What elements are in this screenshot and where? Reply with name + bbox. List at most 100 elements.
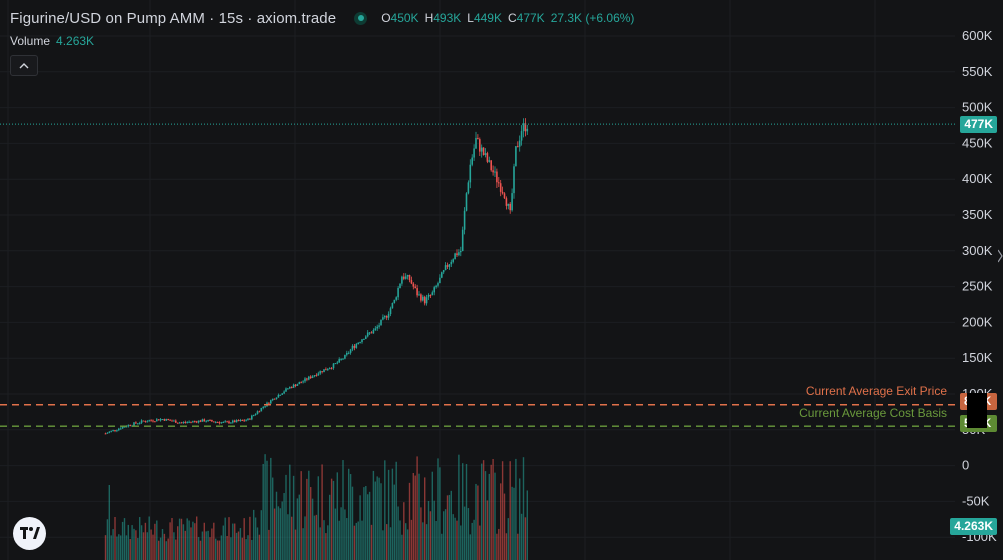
volume-bar <box>378 477 380 560</box>
candle-body <box>268 402 270 404</box>
candle-body <box>441 272 443 278</box>
volume-bar <box>294 529 297 560</box>
volume-bar <box>139 517 141 560</box>
volume-bar <box>266 460 268 560</box>
volume-bar <box>226 535 228 560</box>
candle-body <box>260 407 263 412</box>
candle-body <box>384 315 386 318</box>
tradingview-logo[interactable] <box>13 517 46 550</box>
volume-bar <box>372 470 375 560</box>
price-lines <box>0 123 955 427</box>
volume-bar <box>517 533 519 560</box>
candle-body <box>104 433 107 435</box>
volume-bar <box>140 525 143 560</box>
volume-bar <box>475 483 477 560</box>
candle-body <box>368 332 371 334</box>
candle-body <box>416 288 418 296</box>
volume-bar <box>431 471 433 560</box>
price-axis-tick: 450K <box>962 135 993 150</box>
chevron-up-icon <box>19 63 29 69</box>
candle-body <box>372 330 375 334</box>
candle-body <box>220 422 223 424</box>
volume-bar <box>448 494 451 560</box>
volume-bar <box>165 541 167 560</box>
volume-bar <box>235 532 238 560</box>
volume-bar <box>349 474 352 560</box>
volume-bar <box>156 520 158 560</box>
candle-body <box>482 147 485 156</box>
ohlc-low-key: L <box>467 11 474 25</box>
candle-body <box>507 203 510 206</box>
candle-body <box>479 139 481 152</box>
price-axis: 600K 550K 500K 450K 400K 350K 300K 250K 200K 150K… <box>962 28 997 544</box>
candle-body <box>184 421 187 423</box>
volume-bar <box>247 535 249 560</box>
volume-bar <box>509 461 511 560</box>
collapse-legend-button[interactable] <box>10 55 38 76</box>
volume-bar <box>237 531 240 560</box>
candle-body <box>465 193 468 211</box>
volume-bar <box>321 464 323 560</box>
volume-bar <box>317 476 319 560</box>
candle-body <box>463 210 466 230</box>
volume-bar <box>150 529 152 560</box>
volume-bar <box>116 536 118 560</box>
volume-bar <box>245 539 247 560</box>
price-candles <box>104 118 529 435</box>
volume-bar <box>338 520 340 560</box>
volume-bar <box>177 526 179 560</box>
candle-body <box>192 421 194 423</box>
volume-bar <box>215 538 217 560</box>
volume-bar <box>348 468 350 560</box>
candle-body <box>374 328 377 331</box>
candle-body <box>182 421 185 423</box>
candle-body <box>148 420 150 422</box>
volume-bar <box>260 510 262 560</box>
candle-body <box>389 308 392 315</box>
candle-body <box>346 352 348 355</box>
price-axis-tick: 250K <box>962 279 993 294</box>
volume-bar <box>220 535 223 560</box>
candle-body <box>393 299 396 303</box>
ohlc-high-value: 493K <box>433 11 462 25</box>
candle-body <box>404 276 407 279</box>
volume-bar <box>433 500 435 560</box>
volume-bar <box>403 502 405 560</box>
volume-bar <box>437 458 439 560</box>
candle-body <box>450 261 453 265</box>
volume-bar <box>118 534 120 560</box>
volume-bar <box>207 530 209 560</box>
candle-body <box>138 422 141 424</box>
chart-legend: Figurine/USD on Pump AMM · 15s · axiom.t… <box>10 8 634 28</box>
volume-bar <box>287 514 289 560</box>
volume-badge: 4.263K <box>950 518 997 535</box>
candle-body <box>249 418 251 420</box>
volume-bar <box>253 509 255 560</box>
candle-body <box>456 253 458 256</box>
candle-body <box>471 157 473 165</box>
volume-bar <box>182 524 185 560</box>
volume-bar <box>384 460 386 560</box>
candle-body <box>327 369 329 371</box>
volume-bar <box>524 517 527 560</box>
volume-bar <box>441 533 443 560</box>
candle-body <box>325 369 327 371</box>
volume-bar <box>490 464 492 560</box>
volume-bar <box>291 516 293 560</box>
volume-bar <box>498 528 500 560</box>
ohlc-open-value: 450K <box>390 11 419 25</box>
candle-body <box>129 424 131 426</box>
volume-bar <box>112 529 114 560</box>
volume-bar <box>281 501 283 560</box>
chevron-right-icon[interactable] <box>998 246 1003 266</box>
candle-body <box>140 420 143 423</box>
candle-body <box>300 382 302 384</box>
volume-bar <box>357 521 359 560</box>
candle-body <box>334 363 337 365</box>
volume-bar <box>106 519 109 560</box>
volume-bar <box>213 522 215 560</box>
candle-body <box>243 420 245 422</box>
candle-body <box>178 422 181 424</box>
candle-body <box>277 394 280 398</box>
